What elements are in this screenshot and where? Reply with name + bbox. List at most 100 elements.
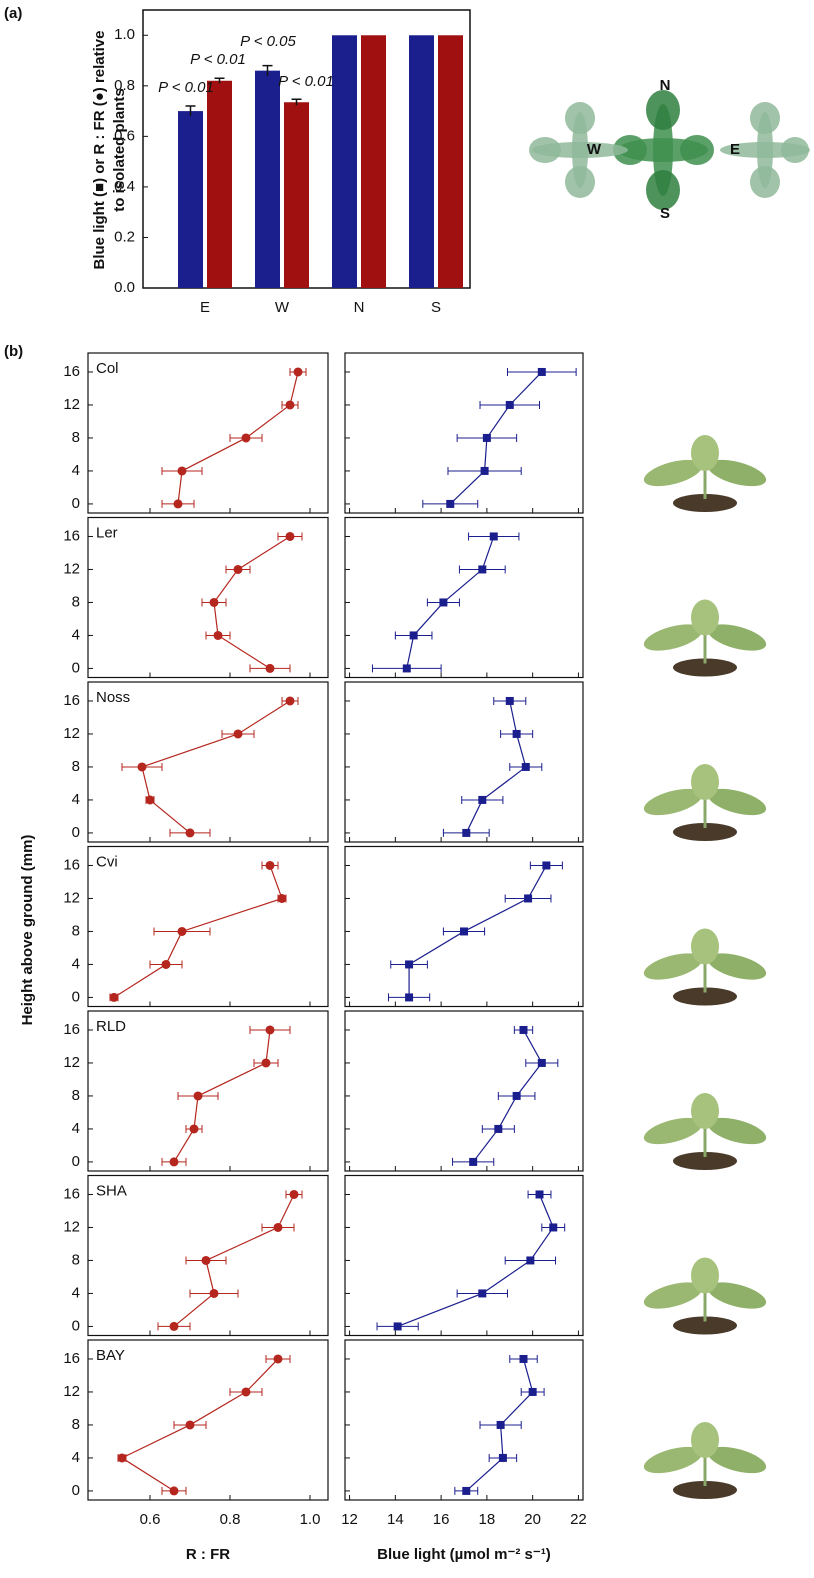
- x-tick-label: 0.6: [140, 1511, 161, 1528]
- marker: [405, 993, 414, 1002]
- leaf: [691, 764, 719, 800]
- bar: [178, 111, 203, 288]
- y-tick-label: 8: [72, 1251, 80, 1268]
- x-tick-label: 20: [524, 1511, 541, 1528]
- marker: [173, 499, 183, 509]
- plot-frame: [344, 1010, 584, 1172]
- marker: [519, 1025, 528, 1034]
- annotation: P < 0.01: [190, 51, 246, 68]
- leaf: [707, 788, 767, 816]
- y-tick-label: 16: [63, 1185, 80, 1202]
- error-bar: [291, 98, 302, 106]
- marker: [480, 466, 489, 475]
- bar: [332, 35, 357, 288]
- marker: [109, 992, 119, 1002]
- y-tick-label: 4: [72, 462, 80, 479]
- marker: [537, 1058, 546, 1067]
- plot-frame: [87, 1174, 329, 1337]
- marker: [273, 1222, 283, 1232]
- marker: [469, 1157, 478, 1166]
- plot-frame: [344, 681, 584, 843]
- plot-frame: [344, 845, 584, 1008]
- x-tick-label: 22: [570, 1511, 587, 1528]
- y-tick-label: 8: [72, 1087, 80, 1104]
- bar: [255, 70, 280, 289]
- error-bar: [262, 64, 273, 76]
- leaf: [707, 953, 767, 980]
- marker: [209, 1288, 219, 1298]
- marker: [137, 762, 147, 772]
- x-tick-label: 18: [479, 1511, 496, 1528]
- marker: [177, 926, 187, 936]
- marker: [169, 1321, 179, 1331]
- plot-frame: [344, 352, 584, 514]
- leaf: [643, 624, 703, 651]
- marker: [293, 367, 303, 377]
- leaf: [643, 1282, 703, 1309]
- y-tick-label: 0: [72, 988, 80, 1005]
- leaf: [707, 459, 767, 487]
- y-tick-label: 12: [63, 1383, 80, 1400]
- marker: [498, 1453, 507, 1462]
- y-tick-label: 8: [72, 1416, 80, 1433]
- marker: [233, 729, 243, 739]
- y-tick-label: 12: [63, 889, 80, 906]
- plot-frame: [87, 1010, 329, 1172]
- y-tick-label: 16: [63, 1350, 80, 1367]
- marker: [478, 565, 487, 574]
- bar: [284, 102, 309, 288]
- marker: [277, 893, 287, 903]
- y-tick-label: 8: [72, 429, 80, 446]
- accession-label: SHA: [96, 1182, 127, 1199]
- marker: [193, 1091, 203, 1101]
- y-tick-label: 4: [72, 1449, 80, 1466]
- y-tick-label: 4: [72, 626, 80, 643]
- y-tick-label: 16: [63, 692, 80, 709]
- marker: [549, 1223, 558, 1232]
- y-tick-label: 4: [72, 1284, 80, 1301]
- marker: [189, 1124, 199, 1134]
- plot-frame: [344, 1174, 584, 1337]
- y-axis-label: to isolated plants: [111, 88, 128, 211]
- leaf: [643, 788, 703, 816]
- marker: [496, 1420, 505, 1429]
- y-tick-label: 0.0: [114, 279, 135, 296]
- plot-frame: [87, 681, 329, 843]
- marker: [494, 1124, 503, 1133]
- plot-frame: [344, 516, 584, 679]
- x-tick-label: E: [200, 299, 210, 316]
- accession-label: RLD: [96, 1018, 126, 1035]
- annotation: P < 0.01: [278, 73, 334, 90]
- y-tick-label: 12: [63, 560, 80, 577]
- soil: [673, 658, 737, 677]
- soil: [673, 494, 737, 512]
- soil: [673, 823, 737, 841]
- marker: [117, 1453, 127, 1463]
- marker: [265, 1025, 275, 1035]
- marker: [161, 959, 171, 969]
- leaf: [691, 1422, 719, 1458]
- x-tick-label: 12: [341, 1511, 358, 1528]
- marker: [393, 1322, 402, 1331]
- marker: [169, 1157, 179, 1167]
- leaf: [691, 1093, 719, 1129]
- marker: [185, 828, 195, 838]
- y-tick-label: 4: [72, 791, 80, 808]
- marker: [405, 960, 414, 969]
- marker: [169, 1486, 179, 1496]
- x-tick-label: W: [275, 299, 290, 316]
- marker: [177, 466, 187, 476]
- y-tick-label: 8: [72, 922, 80, 939]
- marker: [201, 1255, 211, 1265]
- x-axis-label: R : FR: [186, 1546, 230, 1563]
- bar: [409, 35, 434, 288]
- soil: [673, 987, 737, 1006]
- marker: [409, 631, 418, 640]
- y-tick-label: 16: [63, 856, 80, 873]
- y-tick-label: 8: [72, 758, 80, 775]
- marker: [402, 664, 411, 673]
- x-axis-label: Blue light (µmol m⁻² s⁻¹): [377, 1546, 551, 1563]
- marker: [233, 564, 243, 574]
- marker: [265, 860, 275, 870]
- marker: [478, 795, 487, 804]
